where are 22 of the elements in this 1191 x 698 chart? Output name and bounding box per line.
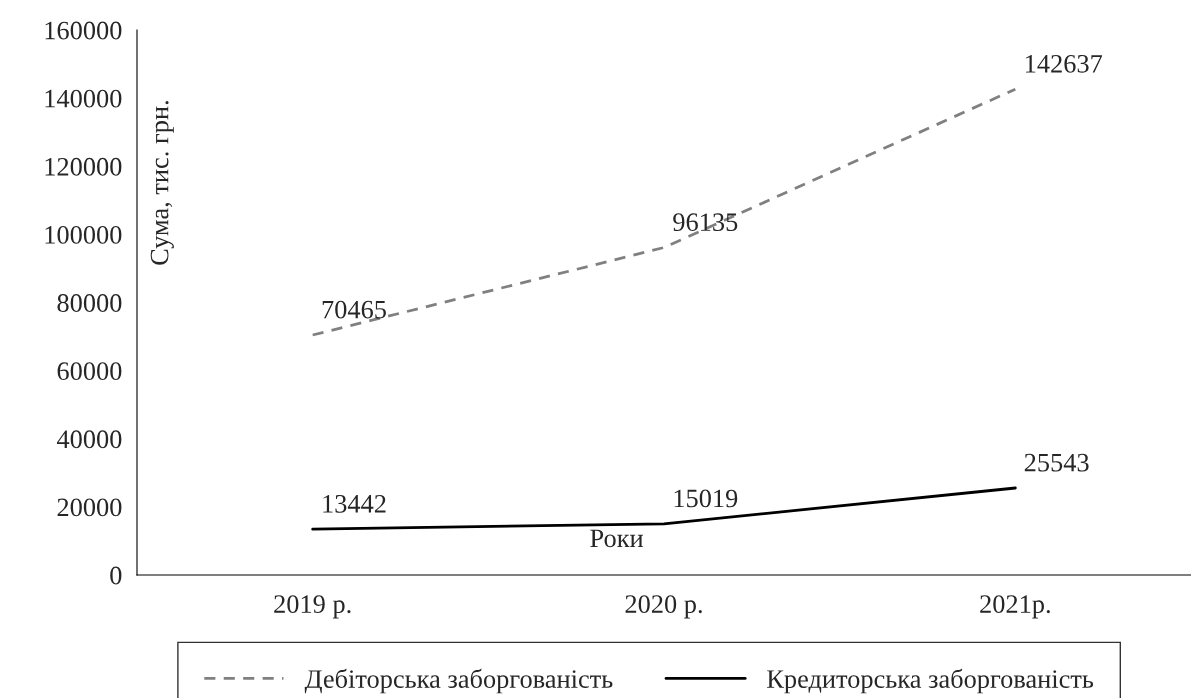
y-tick-label: 100000	[45, 225, 122, 244]
y-tick-label: 160000	[45, 21, 122, 40]
legend-label: Дебіторська заборгованість	[304, 668, 613, 694]
data-label: 25543	[1024, 453, 1089, 472]
y-tick-label: 120000	[45, 157, 122, 176]
legend-label: Кредиторська заборгованість	[767, 668, 1094, 694]
y-axis-title: Сума, тис. грн.	[150, 101, 174, 265]
y-tick-label: 40000	[56, 430, 122, 449]
data-label: 15019	[674, 489, 738, 508]
data-label: 142637	[1025, 54, 1103, 73]
y-tick-label: 20000	[57, 498, 122, 517]
data-label: 70465	[322, 300, 386, 319]
x-axis-title: Роки	[590, 529, 644, 548]
y-tick-label: 80000	[57, 294, 122, 312]
x-tick-label: 2020 р.	[625, 595, 702, 619]
data-label: 13442	[323, 495, 386, 513]
data-label: 96135	[673, 213, 738, 232]
x-tick-label: 2021р.	[980, 595, 1050, 619]
y-tick-label: 60000	[57, 362, 122, 381]
x-tick-label: 2019 р.	[274, 595, 351, 619]
y-tick-label: 0	[110, 566, 122, 585]
y-tick-label: 140000	[45, 89, 122, 108]
